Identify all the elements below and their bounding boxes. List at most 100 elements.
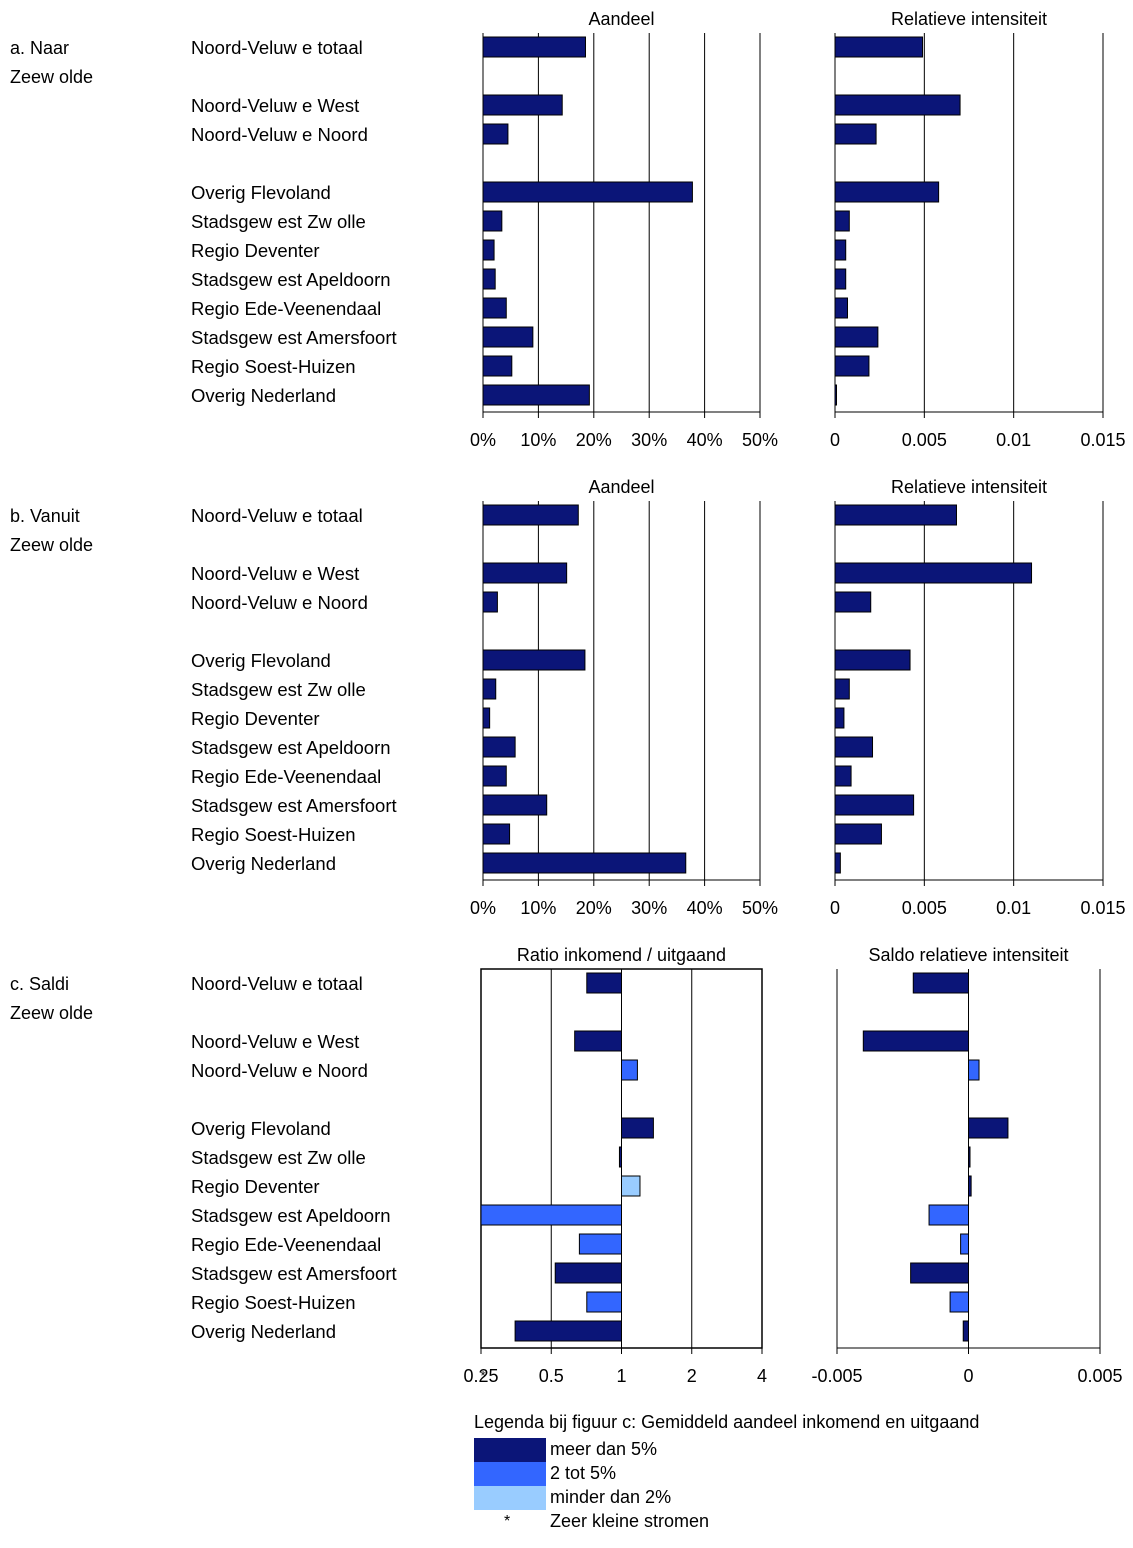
tick-label: 2 bbox=[687, 1366, 697, 1386]
bar bbox=[482, 326, 534, 348]
bar bbox=[968, 1059, 980, 1081]
bar bbox=[586, 1291, 622, 1313]
bar bbox=[482, 268, 496, 290]
bar bbox=[586, 972, 622, 994]
category-label: Regio Ede-Veenendaal bbox=[191, 766, 381, 787]
bar bbox=[834, 852, 841, 874]
category-label: Stadsgew est Amersfoort bbox=[191, 1263, 397, 1284]
category-label: Stadsgew est Apeldoorn bbox=[191, 269, 391, 290]
tick-label: 0.015 bbox=[1080, 430, 1125, 450]
category-label: Stadsgew est Apeldoorn bbox=[191, 737, 391, 758]
section-label: c. Saldi bbox=[10, 974, 69, 994]
section-label: Zeew olde bbox=[10, 1003, 93, 1023]
legend-title: Legenda bij figuur c: Gemiddeld aandeel … bbox=[474, 1412, 980, 1432]
bar bbox=[480, 1204, 622, 1226]
category-label: Overig Nederland bbox=[191, 385, 336, 406]
tick-label: -0.005 bbox=[811, 1366, 862, 1386]
bar bbox=[968, 1117, 1009, 1139]
chart-title: Aandeel bbox=[588, 9, 654, 29]
bar bbox=[482, 504, 579, 526]
bar bbox=[834, 94, 961, 116]
category-label: Stadsgew est Zw olle bbox=[191, 679, 366, 700]
bar bbox=[834, 36, 924, 58]
legend-item-minder-dan-2: minder dan 2% bbox=[474, 1486, 874, 1510]
bar bbox=[834, 765, 852, 787]
bar bbox=[482, 765, 507, 787]
category-label: Overig Flevoland bbox=[191, 650, 331, 671]
bar bbox=[834, 239, 847, 261]
legend-star-icon: * bbox=[504, 1513, 511, 1530]
bar bbox=[482, 678, 497, 700]
bar bbox=[482, 355, 513, 377]
category-label: Regio Deventer bbox=[191, 240, 320, 261]
tick-label: 0.015 bbox=[1080, 898, 1125, 918]
chart-title: Aandeel bbox=[588, 477, 654, 497]
bar bbox=[834, 794, 915, 816]
legend-label: meer dan 5% bbox=[550, 1439, 658, 1459]
category-label: Regio Soest-Huizen bbox=[191, 824, 356, 845]
bar bbox=[834, 678, 850, 700]
bar bbox=[834, 384, 837, 406]
bar bbox=[834, 707, 845, 729]
chart-title: Saldo relatieve intensiteit bbox=[868, 945, 1068, 965]
bar bbox=[482, 562, 568, 584]
bar bbox=[834, 649, 911, 671]
bar bbox=[834, 736, 874, 758]
bar bbox=[578, 1233, 623, 1255]
bar bbox=[834, 181, 940, 203]
section-label: b. Vanuit bbox=[10, 506, 80, 526]
tick-marker-icon: * bbox=[480, 1368, 485, 1383]
legend-item-zeer-kleine-stromen: * Zeer kleine stromen bbox=[474, 1510, 874, 1534]
bar bbox=[482, 36, 586, 58]
bar bbox=[968, 1175, 972, 1197]
bar bbox=[482, 794, 548, 816]
category-label: Overig Nederland bbox=[191, 853, 336, 874]
tick-label: 0 bbox=[830, 898, 840, 918]
tick-label: 10% bbox=[520, 898, 556, 918]
bar bbox=[834, 823, 882, 845]
category-label: Noord-Veluw e totaal bbox=[191, 973, 363, 994]
category-label: Overig Nederland bbox=[191, 1321, 336, 1342]
category-label: Stadsgew est Apeldoorn bbox=[191, 1205, 391, 1226]
tick-label: 1 bbox=[616, 1366, 626, 1386]
bar bbox=[968, 1146, 971, 1168]
category-label: Stadsgew est Zw olle bbox=[191, 1147, 366, 1168]
legend-label: minder dan 2% bbox=[550, 1487, 672, 1507]
section-label: Zeew olde bbox=[10, 67, 93, 87]
bar bbox=[482, 852, 687, 874]
tick-label: 50% bbox=[742, 430, 778, 450]
tick-label: 40% bbox=[687, 898, 723, 918]
bar bbox=[834, 591, 872, 613]
chart-title: Relatieve intensiteit bbox=[891, 9, 1047, 29]
category-label: Overig Flevoland bbox=[191, 1118, 331, 1139]
legend-label: 2 tot 5% bbox=[550, 1463, 617, 1483]
tick-label: 20% bbox=[576, 430, 612, 450]
bar bbox=[834, 326, 879, 348]
tick-label: 0.5 bbox=[539, 1366, 564, 1386]
category-label: Noord-Veluw e West bbox=[191, 563, 359, 584]
tick-label: 30% bbox=[631, 898, 667, 918]
tick-label: 0.005 bbox=[1077, 1366, 1122, 1386]
tick-label: 50% bbox=[742, 898, 778, 918]
tick-label: 0% bbox=[470, 430, 496, 450]
legend-label: Zeer kleine stromen bbox=[550, 1511, 710, 1531]
bar bbox=[834, 268, 847, 290]
tick-label: 0.005 bbox=[902, 430, 947, 450]
bar bbox=[962, 1320, 969, 1342]
legend-item-2-tot-5: 2 tot 5% bbox=[474, 1462, 874, 1486]
category-label: Noord-Veluw e Noord bbox=[191, 1060, 368, 1081]
section-label: Zeew olde bbox=[10, 535, 93, 555]
legend-swatch bbox=[474, 1462, 546, 1486]
bar bbox=[482, 823, 511, 845]
bar bbox=[834, 355, 870, 377]
bar bbox=[482, 736, 516, 758]
category-label: Stadsgew est Amersfoort bbox=[191, 795, 397, 816]
category-label: Regio Soest-Huizen bbox=[191, 1292, 356, 1313]
bar bbox=[618, 1146, 622, 1168]
category-label: Regio Soest-Huizen bbox=[191, 356, 356, 377]
bar bbox=[621, 1059, 638, 1081]
category-label: Noord-Veluw e totaal bbox=[191, 505, 363, 526]
tick-label: 0.01 bbox=[996, 898, 1031, 918]
category-label: Regio Ede-Veenendaal bbox=[191, 298, 381, 319]
